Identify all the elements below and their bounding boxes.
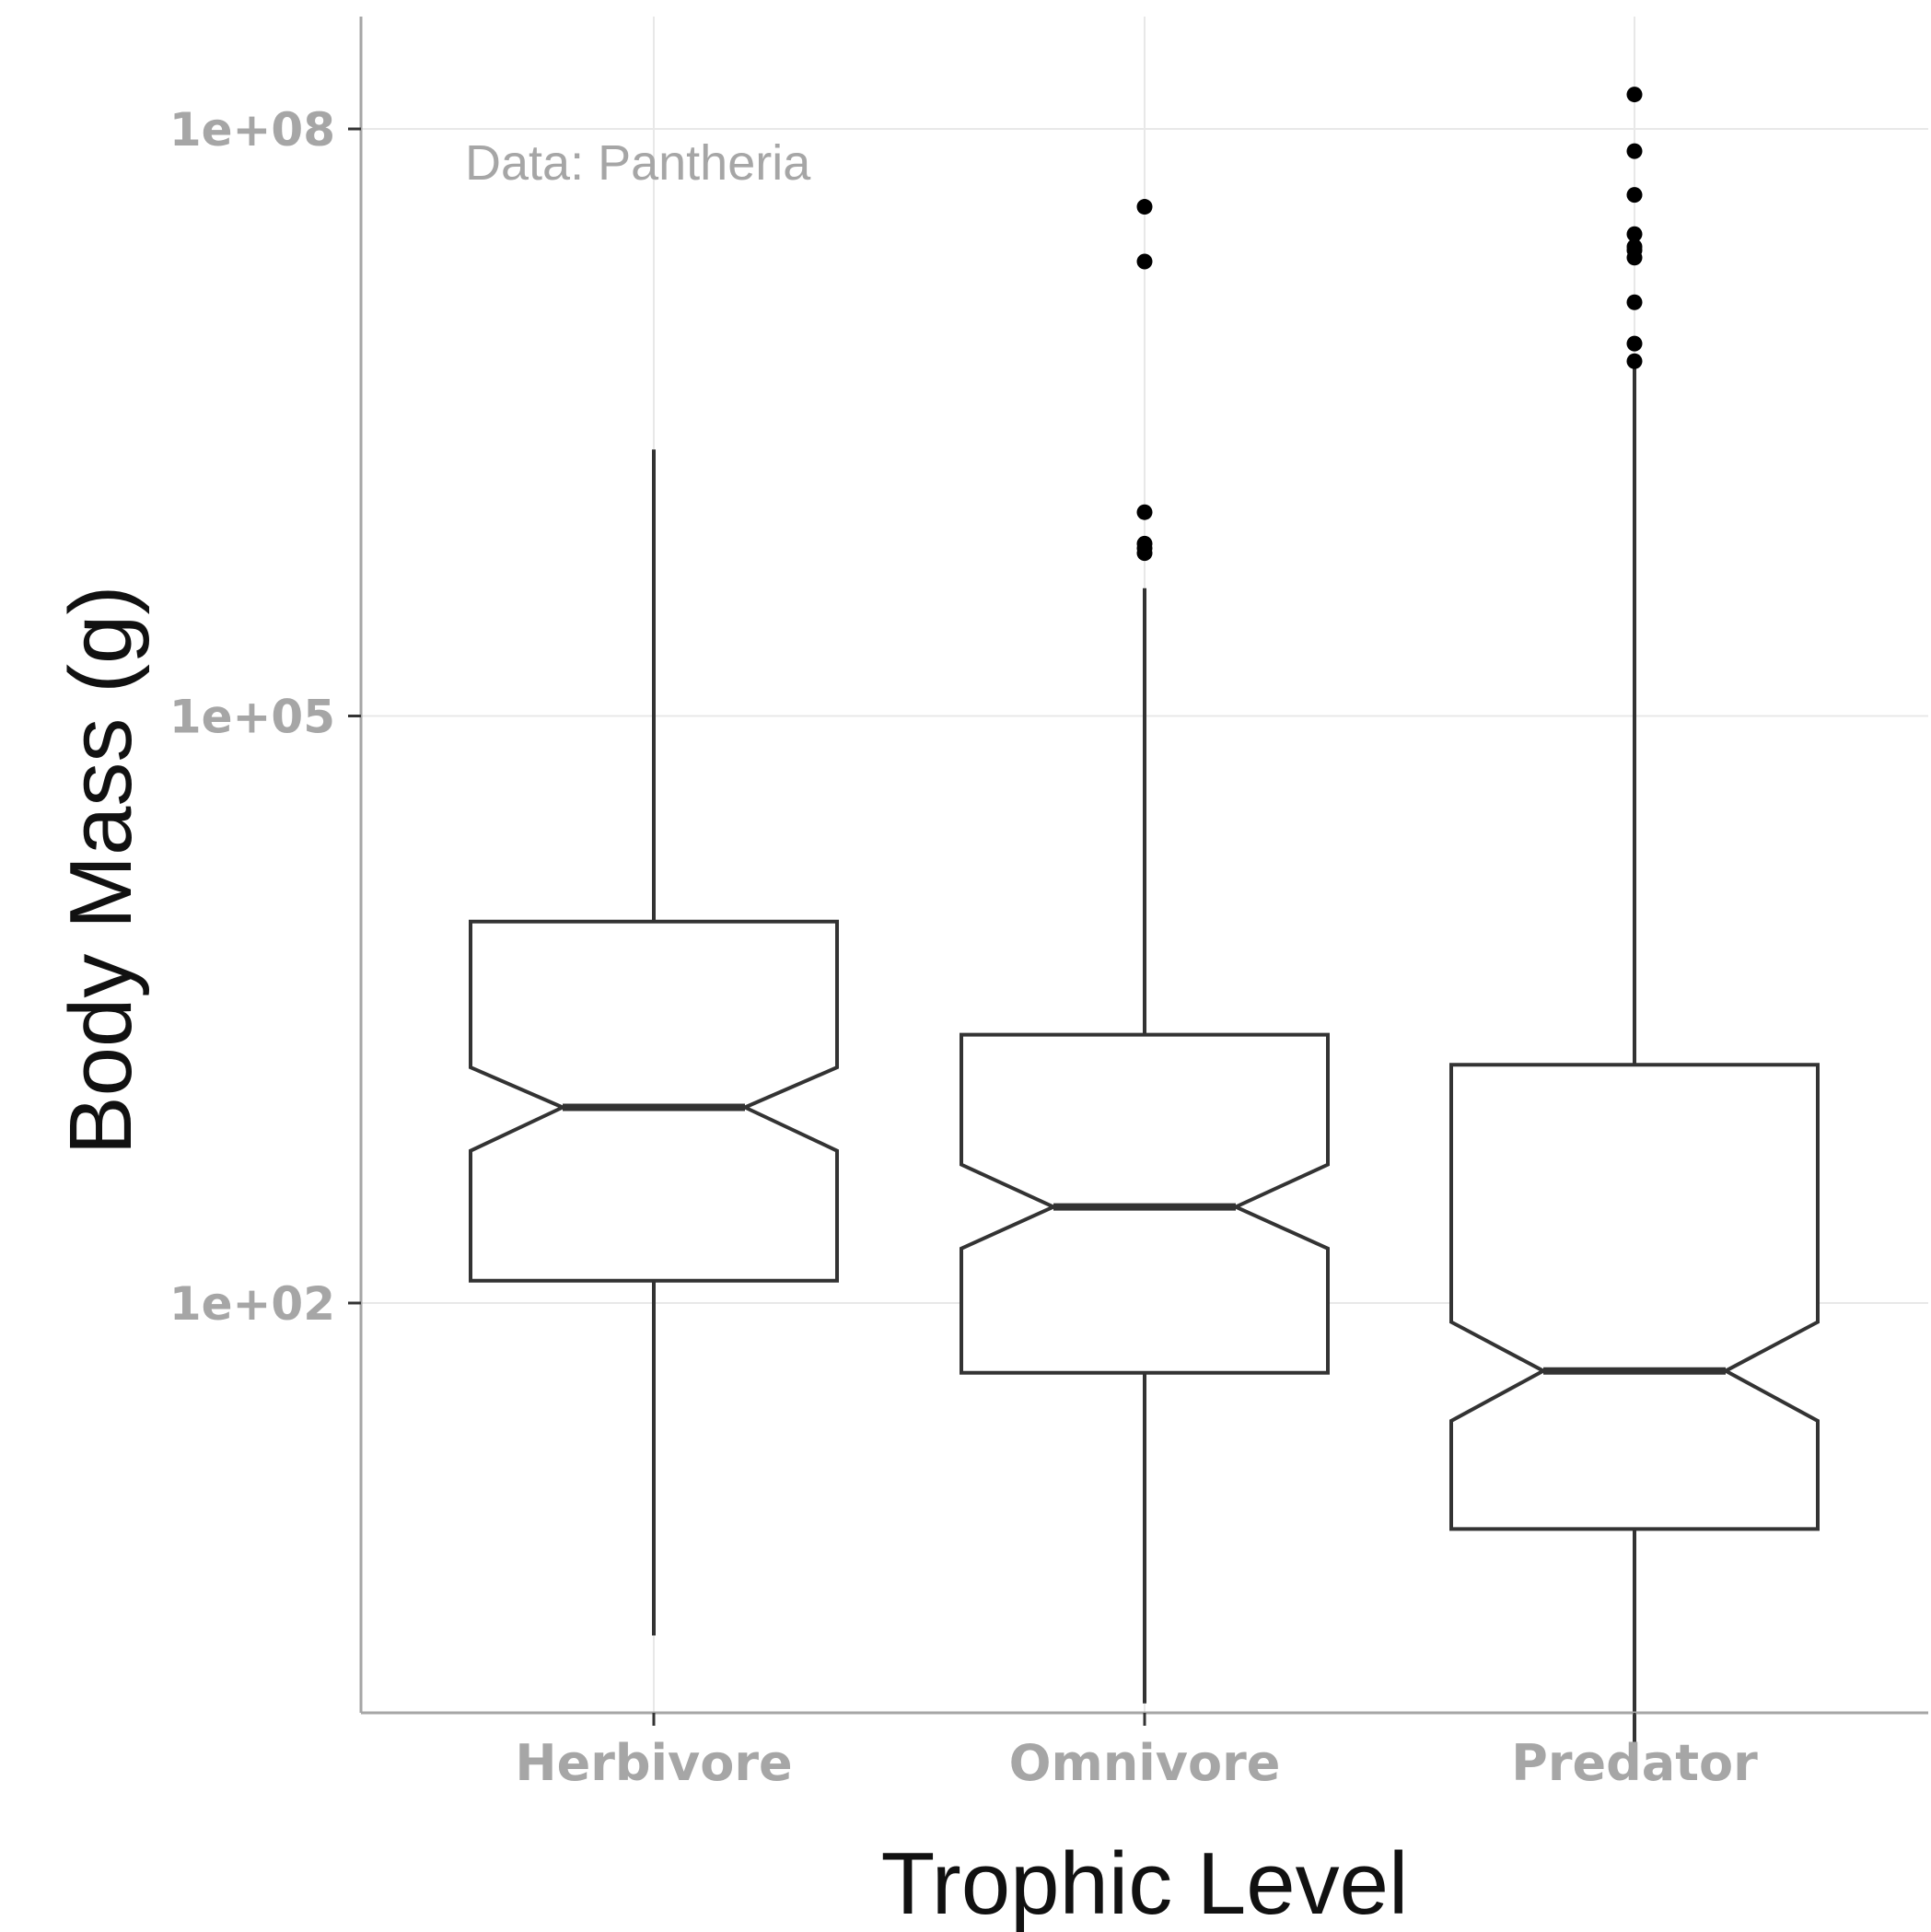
box-body (469, 919, 839, 1283)
x-tick-label: Herbivore (515, 1734, 792, 1792)
box-omnivore (960, 199, 1330, 1704)
outlier-point (1626, 294, 1643, 310)
box-body (1449, 1063, 1820, 1531)
data-source-annotation: Data: Pantheria (465, 135, 811, 191)
x-tick-label: Predator (1511, 1734, 1758, 1792)
y-tick-label: 1e+02 (169, 1277, 335, 1331)
y-tick-label: 1e+08 (169, 103, 335, 157)
outlier-point (1136, 253, 1153, 270)
outlier-point (1136, 545, 1153, 562)
outlier-point (1626, 187, 1643, 204)
y-tick-label: 1e+05 (169, 691, 335, 744)
box-herbivore (469, 449, 839, 1636)
box-series (469, 87, 1820, 1753)
x-tick-label: Omnivore (1009, 1734, 1281, 1792)
outlier-point (1626, 143, 1643, 159)
outlier-point (1136, 199, 1153, 215)
x-axis-title: Trophic Level (881, 1834, 1409, 1932)
y-axis-title: Body Mass (g) (52, 586, 150, 1156)
outlier-point (1626, 87, 1643, 103)
box-predator (1449, 87, 1820, 1753)
outlier-point (1136, 504, 1153, 520)
outlier-point (1626, 226, 1643, 242)
outlier-point (1626, 335, 1643, 352)
axes: 1e+02 1e+05 1e+08 Herbivore Omnivore Predator (169, 17, 1928, 1792)
outlier-point (1626, 250, 1643, 266)
outlier-point (1626, 353, 1643, 369)
